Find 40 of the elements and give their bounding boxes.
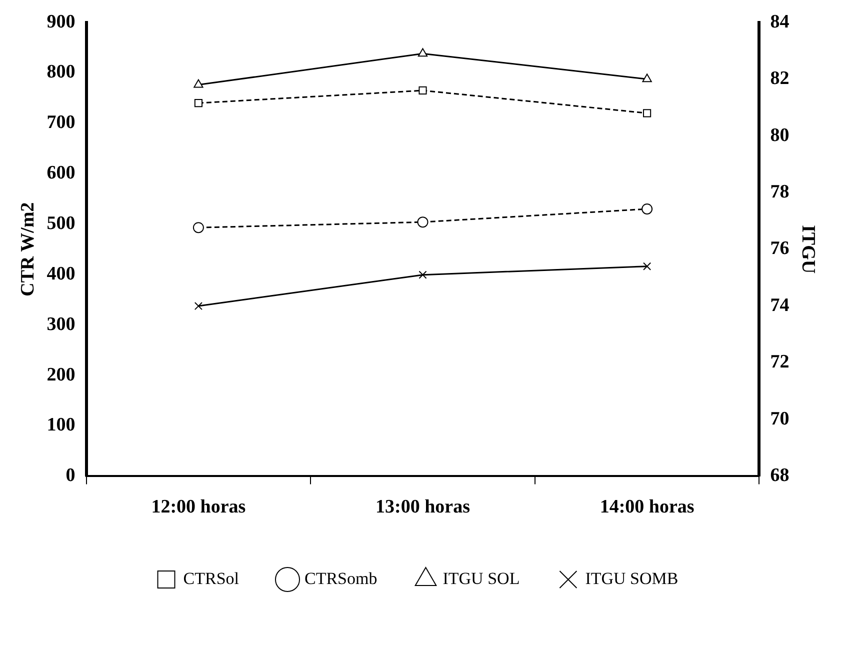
y2-axis-title: ITGU — [798, 225, 819, 274]
y-tick-label: 0 — [66, 465, 76, 486]
y2-tick-label: 72 — [770, 352, 790, 373]
y2-tick-label: 82 — [770, 68, 790, 90]
point — [643, 109, 652, 118]
y-tick-label: 700 — [46, 112, 76, 134]
y-axis-title: CTR W/m2 — [17, 202, 38, 296]
y-tick-label: 600 — [46, 162, 76, 184]
legend-label: ITGU SOL — [442, 568, 520, 588]
x-tick-label: 12:00 horas — [151, 496, 246, 518]
y2-tick-label: 76 — [770, 238, 790, 260]
y-tick-label: 200 — [46, 364, 76, 386]
point — [194, 99, 202, 108]
y-tick-label: 900 — [46, 11, 76, 32]
y2-tick-label: 68 — [770, 465, 790, 486]
y-tick-label: 300 — [46, 314, 76, 335]
y2-tick-label: 70 — [770, 408, 790, 430]
y2-tick-label: 74 — [770, 294, 790, 316]
point — [418, 86, 427, 95]
point — [194, 302, 202, 310]
point — [417, 216, 428, 228]
y-tick-label: 100 — [46, 414, 76, 436]
x-tick-label: 13:00 horas — [376, 496, 470, 518]
point — [418, 270, 427, 279]
y2-tick-label: 84 — [770, 11, 790, 32]
point — [192, 222, 204, 234]
point — [194, 79, 204, 88]
point — [642, 74, 652, 82]
point — [642, 203, 653, 214]
y-tick-label: 800 — [46, 62, 76, 83]
y-tick-label: 400 — [46, 263, 76, 284]
legend-label: ITGU SOMB — [585, 568, 678, 588]
y2-tick-label: 80 — [770, 124, 790, 146]
x-tick-label: 14:00 horas — [600, 496, 694, 518]
legend-label: CTRSol — [183, 568, 240, 588]
y-tick-label: 500 — [46, 212, 76, 234]
legend-label: CTRSomb — [304, 568, 378, 588]
y2-tick-label: 78 — [770, 181, 790, 202]
point — [643, 262, 652, 270]
point — [418, 48, 428, 57]
